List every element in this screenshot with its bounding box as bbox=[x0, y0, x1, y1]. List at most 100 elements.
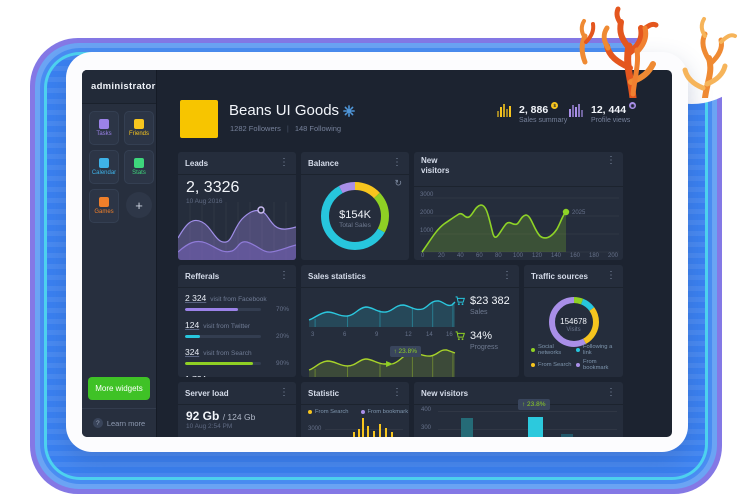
statistic-legend: From Search From bookmark bbox=[308, 409, 408, 415]
legend-dot bbox=[308, 410, 312, 414]
card-header: Leads ⋮ bbox=[178, 152, 296, 175]
y-tick: 300 bbox=[421, 425, 432, 431]
chart-marker bbox=[386, 361, 394, 367]
page-title: Beans UI Goods bbox=[229, 102, 340, 119]
x-tick: 60 bbox=[476, 253, 483, 258]
legend-dot bbox=[576, 363, 580, 367]
kebab-menu-icon[interactable]: ⋮ bbox=[392, 387, 402, 398]
progress-fill bbox=[185, 308, 239, 311]
kebab-menu-icon[interactable]: ⋮ bbox=[606, 270, 616, 281]
kebab-menu-icon[interactable]: ⋮ bbox=[279, 270, 289, 281]
card-title: Balance bbox=[308, 158, 339, 168]
bar bbox=[461, 418, 473, 437]
sidebar-item-calendar[interactable]: Calendar bbox=[89, 150, 119, 184]
stats-icon bbox=[134, 158, 144, 168]
bar bbox=[353, 432, 355, 437]
refferal-value: 324 bbox=[185, 347, 200, 357]
tablet-frame: administrator Tasks Friends Calendar Sta… bbox=[66, 52, 688, 452]
more-widgets-button[interactable]: More widgets bbox=[88, 377, 150, 400]
followers-count[interactable]: 1282 Followers bbox=[230, 124, 281, 133]
sales-kpi-value: $23 382 bbox=[470, 295, 510, 307]
legend-item: From bookmark bbox=[576, 359, 619, 371]
avatar[interactable] bbox=[180, 100, 218, 138]
games-icon bbox=[99, 197, 109, 207]
refferal-row: 2 324 visit from Facebook 70% bbox=[185, 293, 289, 313]
following-count[interactable]: 148 Following bbox=[294, 124, 342, 133]
x-tick: 80 bbox=[495, 253, 502, 258]
learn-more-link[interactable]: ? Learn more bbox=[82, 408, 156, 437]
card-header: New visitors ⋮ bbox=[414, 152, 623, 187]
sidebar-menu: Tasks Friends Calendar Stats Games + bbox=[82, 104, 156, 230]
card-header: Traffic sources ⋮ bbox=[524, 265, 623, 288]
x-tick: 200 bbox=[608, 253, 619, 258]
kebab-menu-icon[interactable]: ⋮ bbox=[279, 157, 289, 168]
kebab-menu-icon[interactable]: ⋮ bbox=[502, 270, 512, 281]
gear-icon[interactable] bbox=[343, 104, 355, 117]
kebab-menu-icon[interactable]: ⋮ bbox=[606, 387, 616, 398]
progress-fill bbox=[185, 335, 201, 338]
x-tick: 3 bbox=[311, 332, 315, 338]
sales-kpi-label: Sales bbox=[470, 309, 488, 316]
sales-summary-stat: 2, 886 $ Sales summary bbox=[497, 102, 567, 124]
card-header: Statistic ⋮ bbox=[301, 382, 409, 405]
growth-tooltip: ↑ 23.8% bbox=[389, 346, 421, 357]
y-tick: 3000 bbox=[420, 192, 434, 198]
card-leads: Leads ⋮ 2, 3326 10 Aug 2016 bbox=[178, 152, 296, 260]
card-title: Leads bbox=[185, 158, 209, 168]
add-widget-button[interactable]: + bbox=[126, 192, 152, 218]
progress-kpi-label: Progress bbox=[470, 344, 499, 351]
card-new-visitors-bottom: New visitors ⋮ 400 300 ↑ 23.8% bbox=[414, 382, 623, 437]
cart-icon bbox=[455, 296, 465, 306]
card-balance: Balance ⋮ ↻ $154K Tot bbox=[301, 152, 409, 260]
card-sales-statistics: Sales statistics ⋮ 3 6 bbox=[301, 265, 519, 377]
sidebar-item-label: Tasks bbox=[96, 131, 112, 137]
y-tick: 2000 bbox=[420, 210, 434, 216]
growth-tooltip: ↑ 23.8% bbox=[518, 399, 550, 410]
refferal-percent: 20% bbox=[275, 333, 289, 340]
x-tick: 12 bbox=[405, 332, 412, 338]
x-tick: 0 bbox=[421, 253, 425, 258]
bar bbox=[561, 434, 573, 437]
refresh-icon[interactable]: ↻ bbox=[394, 178, 402, 188]
x-tick: 6 bbox=[343, 332, 347, 338]
x-tick: 160 bbox=[570, 253, 581, 258]
coral-decoration bbox=[579, 6, 737, 98]
legend-item: From Search bbox=[308, 409, 349, 415]
kebab-menu-icon[interactable]: ⋮ bbox=[279, 387, 289, 398]
sales-charts: 3 6 9 12 14 16 bbox=[307, 293, 457, 377]
bar bbox=[367, 426, 369, 437]
learn-more-label: Learn more bbox=[106, 418, 146, 428]
x-tick: 9 bbox=[375, 332, 379, 338]
marker-label: 2025 bbox=[572, 210, 586, 216]
refferals-list: 2 324 visit from Facebook 70% 124 visit … bbox=[178, 288, 296, 377]
card-statistic: Statistic ⋮ From Search From bookmark 30… bbox=[301, 382, 409, 437]
card-title: Statistic bbox=[308, 388, 340, 398]
kebab-menu-icon[interactable]: ⋮ bbox=[606, 155, 616, 166]
server-load-date: 10 Aug 2:54 PM bbox=[186, 423, 233, 430]
card-title: Refferals bbox=[185, 271, 220, 281]
legend-label: From Search bbox=[315, 409, 349, 415]
sidebar-item-games[interactable]: Games bbox=[89, 189, 119, 223]
help-icon: ? bbox=[92, 418, 103, 428]
sidebar-item-label: Calendar bbox=[91, 170, 117, 176]
sales-chart-cyan bbox=[308, 300, 456, 327]
chart-marker bbox=[562, 208, 570, 216]
bar bbox=[379, 424, 381, 437]
sidebar-item-tasks[interactable]: Tasks bbox=[89, 111, 119, 145]
sidebar-item-label: Games bbox=[94, 209, 114, 215]
card-title: New visitors bbox=[421, 388, 469, 398]
legend-label: From Search bbox=[538, 362, 572, 368]
refferal-label: visit from Twitter bbox=[203, 323, 251, 330]
card-title: Traffic sources bbox=[531, 271, 588, 281]
sidebar-item-friends[interactable]: Friends bbox=[124, 111, 154, 145]
kebab-menu-icon[interactable]: ⋮ bbox=[392, 157, 402, 168]
legend-dot bbox=[531, 363, 535, 367]
legend-label: From bookmark bbox=[367, 409, 409, 415]
leads-value: 2, 3326 bbox=[186, 179, 240, 196]
balance-label: Total Sales bbox=[339, 221, 371, 229]
legend-label: Social networks bbox=[538, 344, 562, 356]
bar-chart-icon bbox=[497, 104, 511, 117]
profile-views-value: 12, 444 bbox=[591, 104, 627, 116]
dashboard: administrator Tasks Friends Calendar Sta… bbox=[82, 70, 672, 437]
sidebar-item-stats[interactable]: Stats bbox=[124, 150, 154, 184]
